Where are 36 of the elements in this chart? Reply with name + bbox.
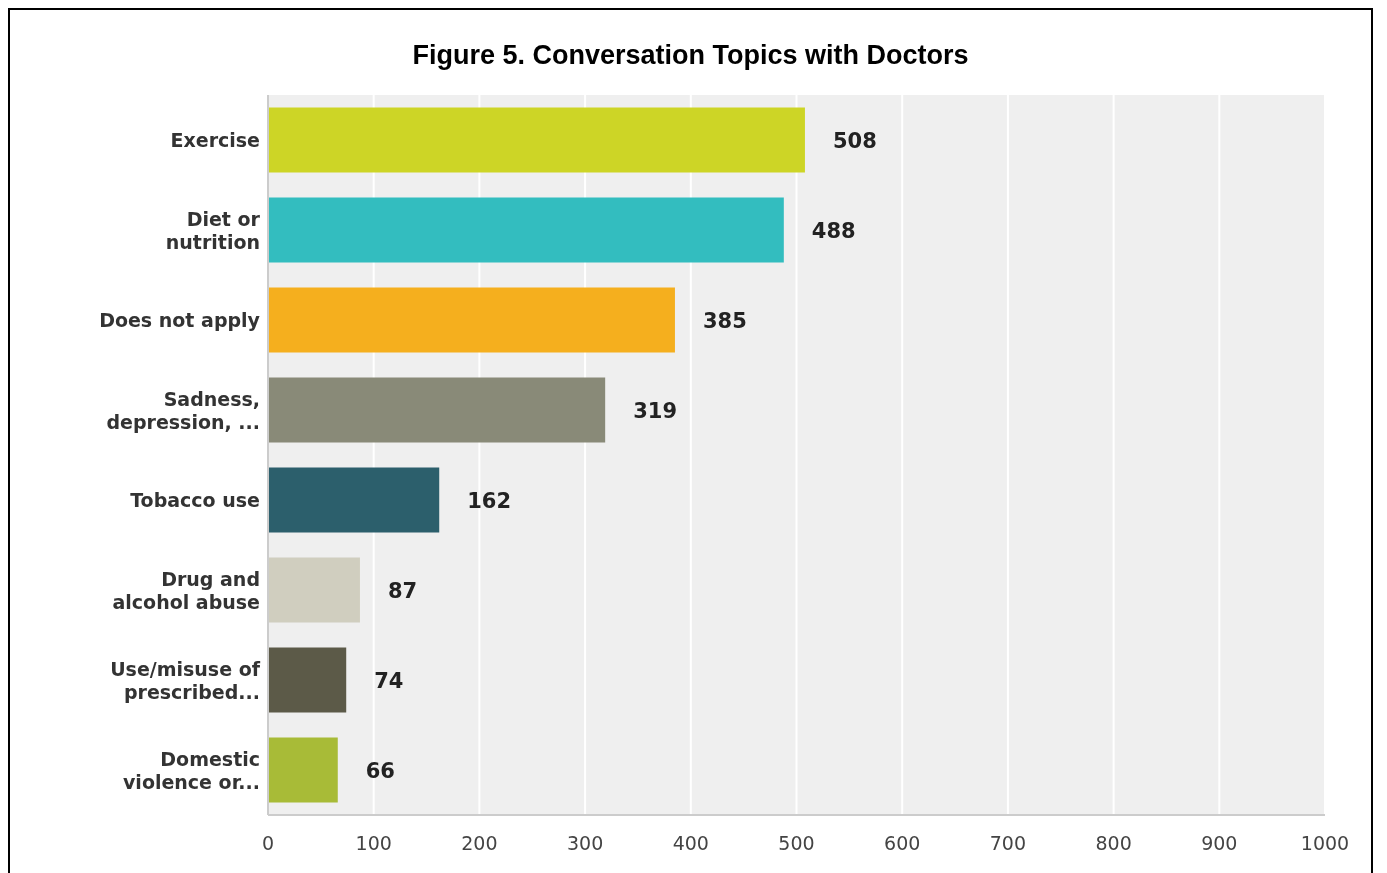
bar [268,377,606,443]
bar [268,287,675,353]
y-tick-label: Does not apply [99,309,261,331]
data-label: 74 [374,668,404,693]
x-tick-label: 500 [778,832,815,855]
x-tick-label: 600 [884,832,921,855]
data-label: 488 [811,218,856,243]
y-tick-label: Sadness, depression, ... [106,387,260,433]
data-label: 385 [702,308,747,333]
x-tick-label: 200 [461,832,498,855]
y-tick-label: Diet or nutrition [165,207,261,253]
x-tick-label: 900 [1201,832,1238,855]
x-tick-label: 300 [566,832,604,855]
x-tick-label: 700 [989,832,1027,855]
y-tick-label: Use/misuse of prescribed... [110,657,261,703]
chart-title: Figure 5. Conversation Topics with Doctors [411,40,970,72]
y-tick-label: Drug and alcohol abuse [112,567,260,613]
bar [268,107,805,173]
y-tick-label: Tobacco use [130,489,260,511]
data-label: 87 [387,578,418,603]
y-tick-label: Domestic violence or... [122,747,260,793]
x-tick-label: 800 [1095,832,1132,855]
x-tick-label: 1000 [1300,832,1350,855]
x-tick-label: 400 [672,832,709,855]
data-label: 319 [633,398,678,423]
bar [268,197,784,263]
x-tick-label: 0 [261,832,275,855]
data-label: 66 [365,758,395,783]
bar [268,647,347,713]
data-label: 162 [467,488,512,513]
x-tick-label: 100 [355,832,392,855]
data-label: 508 [832,128,877,153]
y-tick-label: Exercise [170,129,260,151]
bar [268,467,440,533]
bar [268,557,360,623]
bar [268,737,338,803]
